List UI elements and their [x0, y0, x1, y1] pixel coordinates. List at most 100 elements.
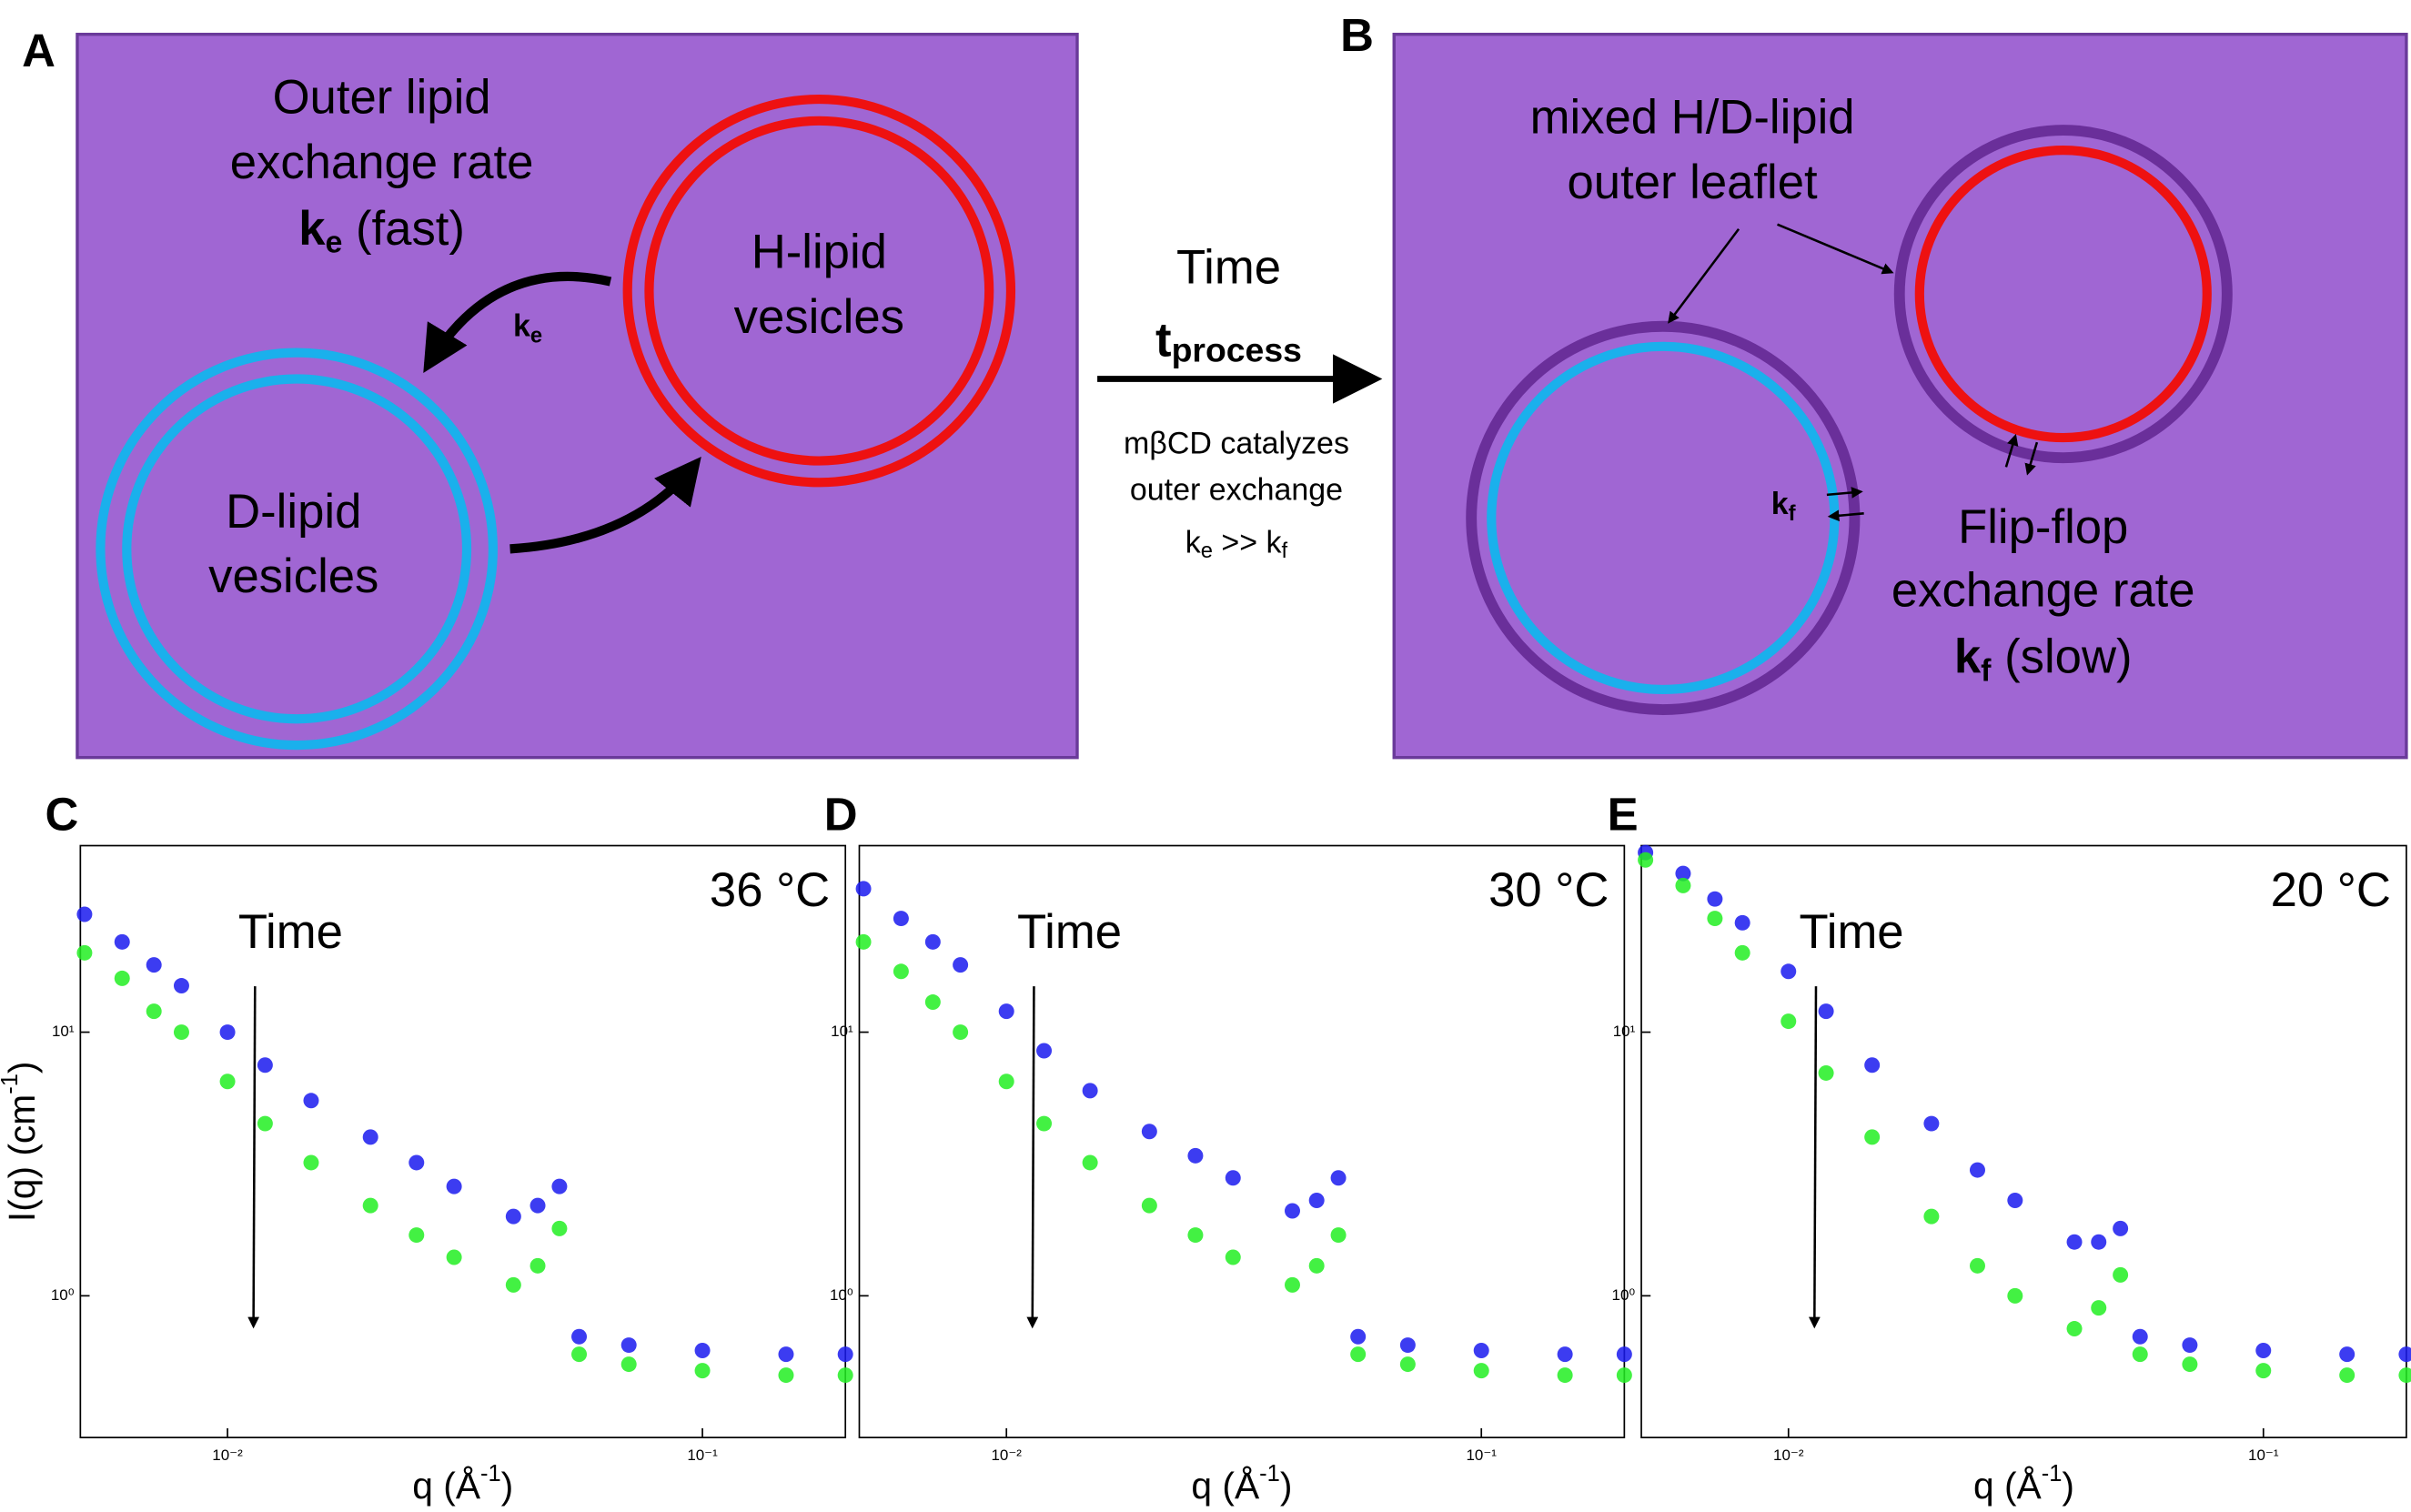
vesicle-inner	[1914, 146, 2212, 443]
subscript: f	[1789, 501, 1796, 526]
label-text: q (Å	[412, 1465, 481, 1507]
data-point	[2007, 1287, 2023, 1304]
data-point	[1675, 865, 1691, 882]
label-end: )	[1, 1062, 43, 1074]
symbol: k	[1266, 525, 1283, 559]
data-point	[114, 933, 130, 950]
process-time: tprocess	[1155, 313, 1302, 368]
data-point	[571, 1346, 588, 1363]
subscript: e	[325, 226, 342, 260]
data-point	[1350, 1328, 1367, 1345]
y-axis-label: I(q) (cm-1)	[0, 1062, 43, 1223]
data-point	[694, 1343, 711, 1359]
label-end: )	[501, 1465, 514, 1507]
x-tick-label: 10⁻¹	[1466, 1446, 1497, 1464]
symbol: k	[1954, 630, 1982, 684]
data-point	[2091, 1300, 2107, 1316]
data-point	[1923, 1208, 1940, 1225]
symbol: k	[298, 202, 326, 256]
x-tick-label: 10⁻¹	[2248, 1446, 2279, 1464]
data-point	[1818, 1064, 1834, 1081]
data-point	[1036, 1115, 1053, 1132]
temperature: 36 °C	[710, 863, 830, 917]
data-point	[530, 1257, 546, 1274]
data-point	[998, 1003, 1014, 1020]
data-point	[2132, 1328, 2148, 1345]
y-tick-label: 10⁰	[830, 1286, 853, 1304]
data-point	[953, 1024, 969, 1041]
data-point	[1781, 1013, 1797, 1030]
data-point	[146, 957, 162, 973]
data-point	[1638, 852, 1654, 868]
y-tick-label: 10¹	[52, 1023, 75, 1040]
annotation: Time	[238, 905, 343, 959]
data-point	[146, 1003, 162, 1020]
data-point	[1969, 1162, 1985, 1178]
y-tick-label: 10⁰	[1612, 1286, 1636, 1304]
symbol: t	[1155, 313, 1172, 367]
symbol: k	[1771, 487, 1789, 521]
subscript: f	[1981, 653, 1992, 688]
data-point	[303, 1154, 319, 1171]
data-point	[2398, 1367, 2411, 1384]
data-point	[893, 911, 909, 927]
vesicle-outer	[1893, 125, 2233, 464]
flip-arrow	[1826, 487, 1863, 499]
data-point	[1557, 1367, 1573, 1384]
data-point	[1707, 911, 1723, 927]
annotation: Time	[1017, 905, 1122, 959]
panel-label: E	[1608, 788, 1639, 840]
note: outer exchange	[1130, 472, 1343, 507]
panel-label: D	[824, 788, 858, 840]
vesicle-label: vesicles	[734, 290, 904, 344]
data-point	[446, 1178, 462, 1194]
x-axis-label: q (Å-1)	[412, 1461, 513, 1507]
x-axis-label: q (Å-1)	[1973, 1461, 2074, 1507]
vesicle-label: vesicles	[208, 549, 378, 603]
data-point	[998, 1074, 1014, 1090]
data-point	[1734, 914, 1750, 931]
label-sup: -1	[2042, 1461, 2063, 1487]
data-point	[1923, 1115, 1940, 1132]
data-point	[837, 1346, 853, 1363]
x-tick-label: 10⁻¹	[687, 1446, 718, 1464]
data-point	[1969, 1257, 1985, 1274]
label-text: q (Å	[1973, 1465, 2043, 1507]
panel-label: A	[22, 25, 55, 76]
data-point	[2066, 1234, 2083, 1250]
data-point	[362, 1197, 378, 1214]
data-point	[2182, 1356, 2198, 1373]
data-point	[173, 1024, 189, 1041]
vesicle-inner	[122, 374, 472, 724]
label-sup: -1	[1259, 1461, 1280, 1487]
data-point	[1675, 877, 1691, 893]
data-point	[1557, 1346, 1573, 1363]
data-point	[2182, 1337, 2198, 1354]
x-tick-label: 10⁻²	[212, 1446, 243, 1464]
data-point	[2113, 1266, 2129, 1283]
data-point	[1284, 1203, 1300, 1219]
plot-area	[79, 844, 847, 1438]
data-point	[1616, 1346, 1632, 1363]
data-point	[2339, 1367, 2356, 1384]
rate-line: Flip-flop	[1958, 500, 2128, 554]
data-point	[1864, 1129, 1881, 1145]
rate-line: exchange rate	[1891, 564, 2195, 618]
data-point	[2007, 1193, 2023, 1209]
exchange-arrow	[509, 456, 701, 554]
data-point	[694, 1363, 711, 1379]
data-point	[953, 957, 969, 973]
leaflet-label: mixed H/D-lipid	[1530, 91, 1855, 145]
data-point	[1082, 1154, 1098, 1171]
data-point	[924, 994, 941, 1011]
y-tick-label: 10⁰	[51, 1286, 75, 1304]
data-point	[1616, 1367, 1632, 1384]
data-point	[362, 1129, 378, 1145]
data-point	[893, 963, 909, 980]
data-point	[1864, 1057, 1881, 1074]
data-point	[2113, 1220, 2129, 1236]
vesicle-outer	[1466, 320, 1861, 715]
vesicle-outer	[96, 348, 498, 751]
data-point	[778, 1346, 794, 1363]
